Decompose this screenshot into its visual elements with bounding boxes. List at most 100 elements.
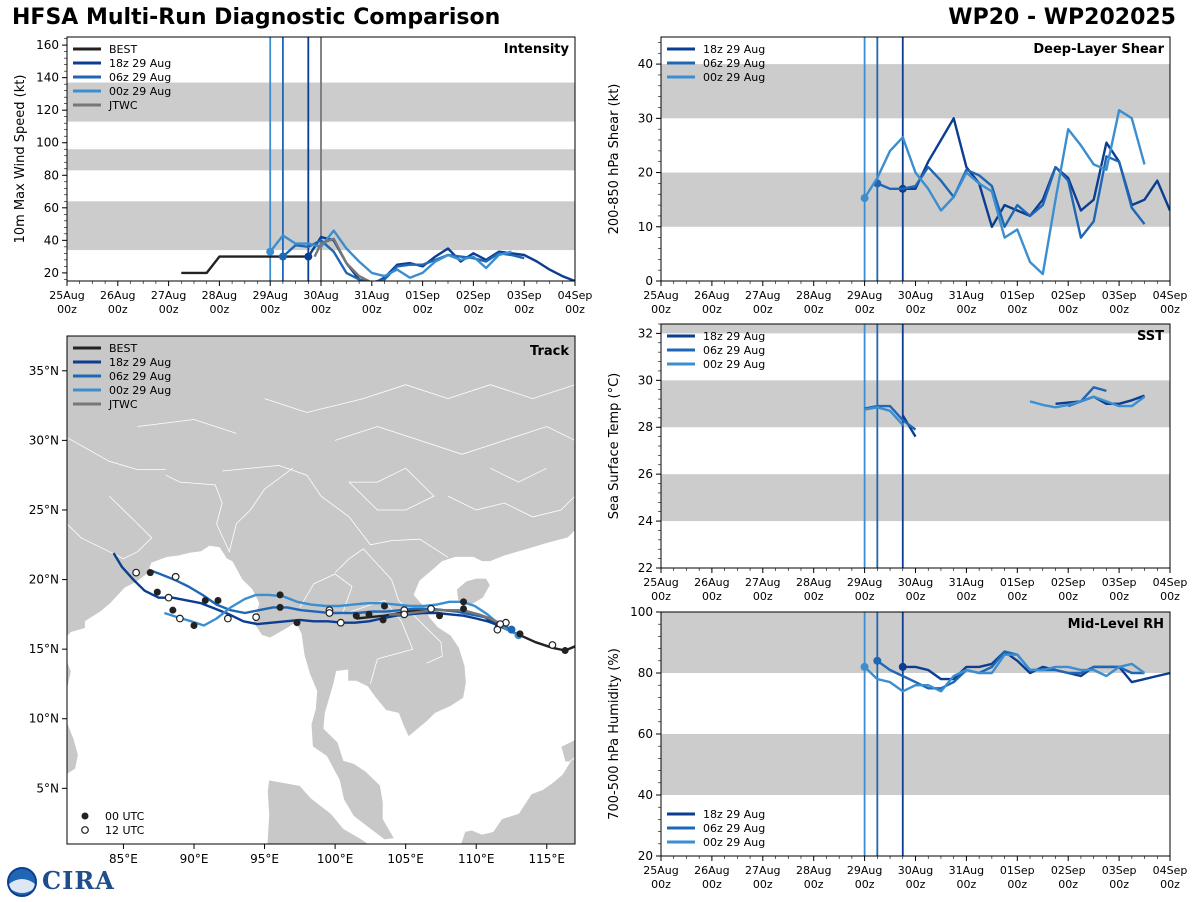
track-point-12utc [171,572,180,581]
track-legend-label: 18z 29 Aug [109,356,171,369]
track-ytick-label: 25°N [29,503,59,517]
sst-xtick-hour: 00z [753,590,773,603]
track-landmass [266,779,370,844]
shear-xtick-hour: 00z [1160,303,1180,316]
track-xtick-label: 105°E [387,852,424,866]
rh-init-marker [873,656,882,665]
shear-xtick-hour: 00z [957,303,977,316]
track-point-12utc [548,641,557,649]
shear-series-line [863,108,1146,276]
intensity-legend-label: 18z 29 Aug [109,57,171,70]
shear-xtick-day: 02Sep [1051,289,1086,302]
shear-xtick-hour: 00z [702,303,722,316]
chart-sst: 22242628303225Aug00z26Aug00z27Aug00z28Au… [607,323,1188,603]
rh-xtick-day: 03Sep [1102,864,1137,877]
rh-ylabel: 700-500 hPa Humidity (%) [607,648,622,820]
intensity-legend-label: 06z 29 Aug [109,71,171,84]
intensity-xtick-day: 31Aug [354,289,389,302]
intensity-series-line [313,237,385,281]
track-border-line [447,495,575,518]
intensity-xtick-day: 30Aug [303,289,338,302]
rh-xtick-day: 30Aug [898,864,933,877]
shear-xtick-hour: 00z [1058,303,1078,316]
sst-band [661,474,1170,522]
cira-logo-text: CIRA [42,866,115,895]
rh-series-line [863,653,1146,693]
track-point-00utc [293,619,301,627]
rh-xtick-hour: 00z [855,878,875,891]
intensity-xtick-day: 02Sep [456,289,491,302]
shear-band [661,64,1170,119]
rh-ytick-label: 20 [638,849,653,863]
track-border-line [165,467,294,553]
shear-band [661,172,1170,227]
rh-xtick-hour: 00z [651,878,671,891]
shear-xtick-day: 27Aug [745,289,780,302]
sst-xtick-day: 27Aug [745,576,780,589]
shear-ytick-label: 30 [638,111,653,125]
sst-xtick-hour: 00z [957,590,977,603]
sst-xtick-day: 26Aug [694,576,729,589]
rh-init-marker [860,662,869,671]
track-point-00utc [379,616,387,624]
sst-xtick-day: 29Aug [847,576,882,589]
track-point-00utc [169,606,177,614]
sst-ytick-label: 22 [638,561,653,575]
track-point-00utc [365,610,373,618]
rh-init-marker [898,662,907,671]
sst-ylabel: Sea Surface Temp (°C) [607,373,622,520]
intensity-xtick-day: 03Sep [507,289,542,302]
intensity-xtick-hour: 00z [565,303,585,316]
sst-xtick-day: 01Sep [1000,576,1035,589]
rh-ytick-label: 60 [638,727,653,741]
sst-xtick-day: 04Sep [1153,576,1188,589]
track-ytick-label: 35°N [29,364,59,378]
chart-track: 85°E 90°E 95°E 100°E 105°E 110°E 115°E 5°N 10°N 1… [29,335,576,866]
shear-xtick-day: 26Aug [694,289,729,302]
shear-xtick-day: 01Sep [1000,289,1035,302]
intensity-xtick-hour: 00z [260,303,280,316]
track-point-00utc [146,569,154,577]
sst-xtick-hour: 00z [702,590,722,603]
shear-xtick-hour: 00z [855,303,875,316]
shear-xtick-hour: 00z [1007,303,1027,316]
track-point-00utc [436,612,444,620]
intensity-xtick-day: 29Aug [252,289,287,302]
intensity-ytick-label: 140 [36,71,59,85]
sst-xtick-hour: 00z [804,590,824,603]
shear-xtick-day: 28Aug [796,289,831,302]
shear-xtick-day: 31Aug [949,289,984,302]
intensity-init-marker [304,252,313,261]
track-border-line [222,464,449,558]
chart-shear: 01020304025Aug00z26Aug00z27Aug00z28Aug00… [607,36,1187,316]
track-point-00utc [201,596,209,604]
sst-xtick-day: 25Aug [643,576,678,589]
intensity-xtick-hour: 00z [108,303,128,316]
track-xtick-label: 110°E [458,852,495,866]
page-title: HFSA Multi-Run Diagnostic Comparison [12,5,501,30]
intensity-series-line [181,255,309,275]
track-ytick-label: 5°N [36,781,59,795]
track-ytick-label: 10°N [29,712,59,726]
rh-ytick-label: 100 [630,605,653,619]
shear-title: Deep-Layer Shear [1033,42,1164,57]
track-border-line [264,384,575,413]
shear-xtick-day: 03Sep [1102,289,1137,302]
intensity-ytick-label: 100 [36,136,59,150]
track-point-12utc [400,610,409,619]
sst-series-line [864,406,904,426]
track-landmass [67,721,79,775]
track-point-12utc [175,614,184,623]
track-legend-label: 06z 29 Aug [109,370,171,383]
track-point-00utc [214,596,222,604]
intensity-xtick-hour: 00z [311,303,331,316]
rh-legend-label: 18z 29 Aug [703,808,765,821]
track-border-line [67,495,153,560]
intensity-ytick-label: 40 [44,233,59,247]
sst-xtick-day: 02Sep [1051,576,1086,589]
sst-xtick-hour: 00z [1007,590,1027,603]
sst-xtick-day: 30Aug [898,576,933,589]
intensity-ytick-label: 60 [44,201,59,215]
track-ytick-label: 15°N [29,642,59,656]
